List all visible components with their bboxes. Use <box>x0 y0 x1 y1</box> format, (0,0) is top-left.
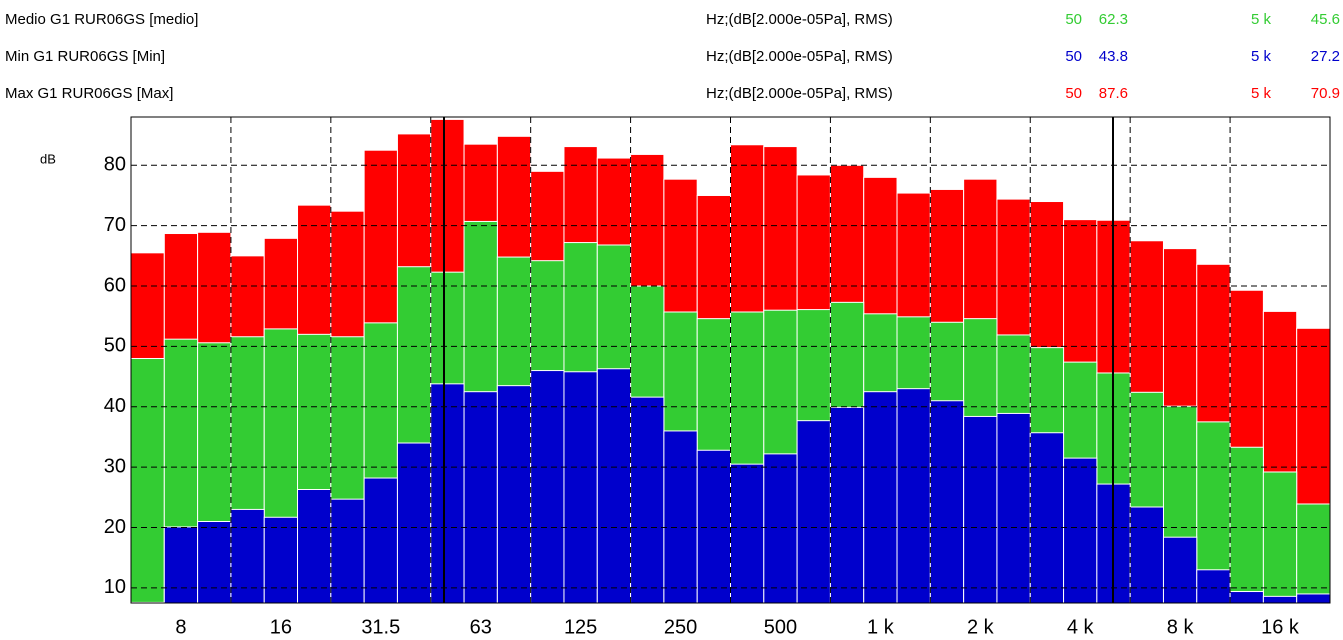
cursor-freq: 50 <box>1065 48 1082 65</box>
bar <box>130 357 165 604</box>
cursor-freq: 50 <box>1065 85 1082 102</box>
y-tick-label: 60 <box>104 274 126 296</box>
bar <box>863 391 898 604</box>
bar <box>1296 593 1331 604</box>
bar <box>663 430 698 604</box>
plot-frame <box>130 116 1331 604</box>
bar <box>630 396 665 604</box>
bar <box>1229 446 1264 604</box>
bar <box>1229 591 1264 604</box>
x-tick-label: 16 <box>270 616 292 638</box>
bar <box>696 449 732 604</box>
bar <box>1063 457 1098 604</box>
legend-name: Min G1 RUR06GS [Min] <box>5 48 165 65</box>
legend-name: Max G1 RUR06GS [Max] <box>5 85 173 102</box>
bar <box>929 400 965 604</box>
y-tick-label: 10 <box>104 576 126 598</box>
bar <box>1262 471 1298 604</box>
x-tick-label: 8 <box>175 616 186 638</box>
bar <box>430 383 465 604</box>
y-tick-label: 20 <box>104 516 126 538</box>
x-tick-label: 500 <box>764 616 797 638</box>
cursor-value: 87.6 <box>1099 85 1128 102</box>
cursor-value: 70.9 <box>1311 85 1340 102</box>
bar <box>596 368 632 604</box>
legend-unit: Hz;(dB[2.000e-05Pa], RMS) <box>706 85 893 102</box>
bar <box>530 370 565 604</box>
bar <box>263 516 299 604</box>
bar <box>1262 595 1298 604</box>
cursor-value: 27.2 <box>1311 48 1340 65</box>
y-tick-label: 40 <box>104 395 126 417</box>
bar <box>197 520 232 604</box>
cursor-freq: 5 k <box>1251 48 1272 65</box>
bar <box>1029 432 1065 604</box>
cursor-value: 43.8 <box>1099 48 1128 65</box>
x-tick-label: 63 <box>470 616 492 638</box>
bar <box>563 371 598 604</box>
cursor-value: 62.3 <box>1099 11 1128 28</box>
bar <box>1296 503 1331 604</box>
bar <box>1129 506 1164 604</box>
y-tick-label: 30 <box>104 455 126 477</box>
bar <box>796 420 831 604</box>
bar <box>996 412 1031 604</box>
x-tick-label: 8 k <box>1167 616 1195 638</box>
cursor-freq: 50 <box>1065 11 1082 28</box>
cursor-freq: 5 k <box>1251 85 1272 102</box>
bar <box>496 385 532 604</box>
x-tick-label: 125 <box>564 616 597 638</box>
legend-name: Medio G1 RUR06GS [medio] <box>5 11 198 28</box>
bar <box>463 391 498 604</box>
bar <box>896 388 931 604</box>
y-tick-label: 80 <box>104 154 126 176</box>
cursor-freq: 5 k <box>1251 11 1272 28</box>
bar <box>963 415 998 604</box>
bar <box>363 477 398 604</box>
bar <box>230 508 265 604</box>
bar <box>163 526 199 604</box>
y-tick-label: 70 <box>104 214 126 236</box>
x-tick-label: 2 k <box>967 616 995 638</box>
bar <box>730 463 765 604</box>
y-tick-label: 50 <box>104 335 126 357</box>
cursor-value: 45.6 <box>1311 11 1340 28</box>
x-tick-label: 1 k <box>867 616 895 638</box>
bar <box>396 442 432 604</box>
x-tick-label: 31.5 <box>361 616 400 638</box>
x-tick-label: 16 k <box>1261 616 1300 638</box>
x-tick-label: 250 <box>664 616 697 638</box>
bar <box>763 453 798 604</box>
bar <box>1162 536 1198 604</box>
y-axis-label: dB <box>40 151 56 166</box>
bar <box>1196 569 1231 604</box>
legend-unit: Hz;(dB[2.000e-05Pa], RMS) <box>706 48 893 65</box>
bar <box>297 488 332 604</box>
bar <box>829 406 865 604</box>
legend-unit: Hz;(dB[2.000e-05Pa], RMS) <box>706 11 893 28</box>
x-tick-label: 4 k <box>1067 616 1095 638</box>
